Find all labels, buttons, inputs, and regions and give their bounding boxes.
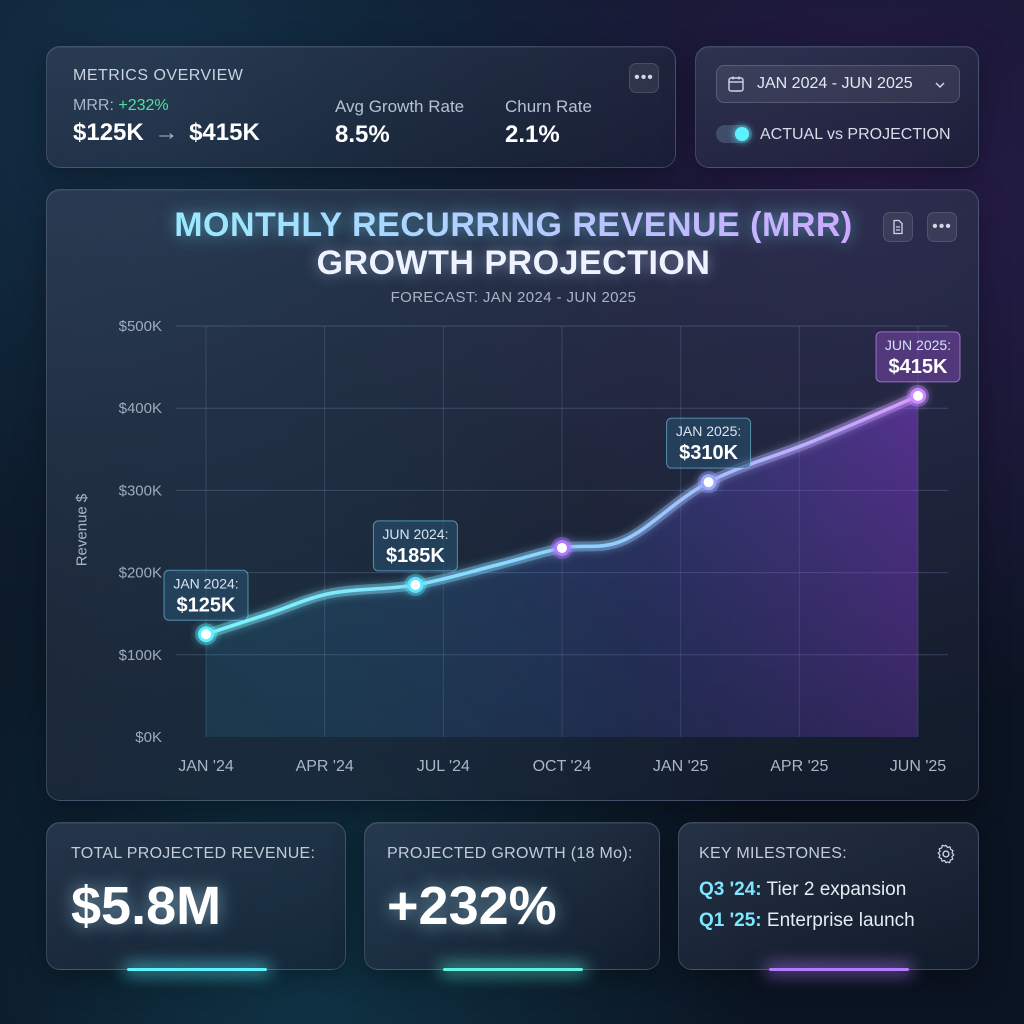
projected-growth-value: +232% [387, 876, 557, 936]
chart-title-line1: MONTHLY RECURRING REVENUE (MRR) [47, 206, 980, 245]
export-doc-button[interactable] [883, 212, 913, 242]
more-horizontal-icon: ••• [932, 218, 952, 235]
churn-rate-value: 2.1% [505, 121, 560, 148]
milestone-item: Q1 '25: Enterprise launch [699, 910, 915, 932]
mrr-from: $125K [73, 119, 144, 146]
mrr-change: +232% [118, 97, 169, 114]
growth-rate-value: 8.5% [335, 121, 390, 148]
actual-projection-toggle[interactable] [716, 125, 752, 143]
toggle-knob [735, 127, 749, 141]
metrics-more-button[interactable]: ••• [629, 63, 659, 93]
chart-title-line2: GROWTH PROJECTION [316, 244, 711, 282]
chart-panel: MONTHLY RECURRING REVENUE (MRR) GROWTH P… [46, 189, 979, 801]
chart-subtitle: FORECAST: JAN 2024 - JUN 2025 [390, 289, 637, 306]
date-range-value: JAN 2024 - JUN 2025 [757, 75, 913, 92]
projected-growth-card: PROJECTED GROWTH (18 Mo): +232% [364, 822, 660, 971]
chevron-down-icon [935, 82, 945, 89]
metrics-title: METRICS OVERVIEW [73, 67, 244, 84]
gear-icon[interactable] [935, 843, 957, 865]
document-icon [893, 219, 903, 235]
metrics-overview-panel: METRICS OVERVIEW ••• MRR: +232% $125K → … [46, 46, 676, 168]
chart-more-button[interactable]: ••• [927, 212, 957, 242]
mrr-label: MRR: [73, 97, 114, 114]
total-revenue-label: TOTAL PROJECTED REVENUE: [71, 845, 316, 862]
mrr-label-row: MRR: +232% [73, 97, 169, 115]
milestone-quarter: Q3 '24: [699, 879, 762, 900]
arrow-right-icon: → [154, 119, 179, 146]
toggle-label: ACTUAL vs PROJECTION [760, 126, 951, 143]
milestone-text: Enterprise launch [766, 910, 915, 931]
total-revenue-card: TOTAL PROJECTED REVENUE: $5.8M [46, 822, 346, 971]
total-revenue-value: $5.8M [71, 876, 222, 936]
controls-panel: JAN 2024 - JUN 2025 ACTUAL vs PROJECTION [695, 46, 979, 168]
projected-growth-label: PROJECTED GROWTH (18 Mo): [387, 845, 633, 862]
milestone-item: Q3 '24: Tier 2 expansion [699, 879, 906, 901]
mrr-to: $415K [189, 119, 260, 146]
calendar-icon [728, 76, 744, 92]
date-range-select[interactable]: JAN 2024 - JUN 2025 [716, 65, 960, 103]
more-horizontal-icon: ••• [634, 69, 654, 86]
key-milestones-card: KEY MILESTONES: Q3 '24: Tier 2 expansion… [678, 822, 979, 971]
milestone-quarter: Q1 '25: [699, 910, 762, 931]
y-axis-label: Revenue $ [73, 493, 91, 567]
card-underglow [769, 968, 909, 971]
card-underglow [127, 968, 267, 971]
churn-rate-label: Churn Rate [505, 97, 592, 116]
key-milestones-label: KEY MILESTONES: [699, 845, 847, 862]
milestone-text: Tier 2 expansion [766, 879, 907, 900]
growth-rate-label: Avg Growth Rate [335, 97, 465, 116]
card-underglow [443, 968, 583, 971]
mrr-value-row: $125K → $415K [73, 119, 260, 147]
